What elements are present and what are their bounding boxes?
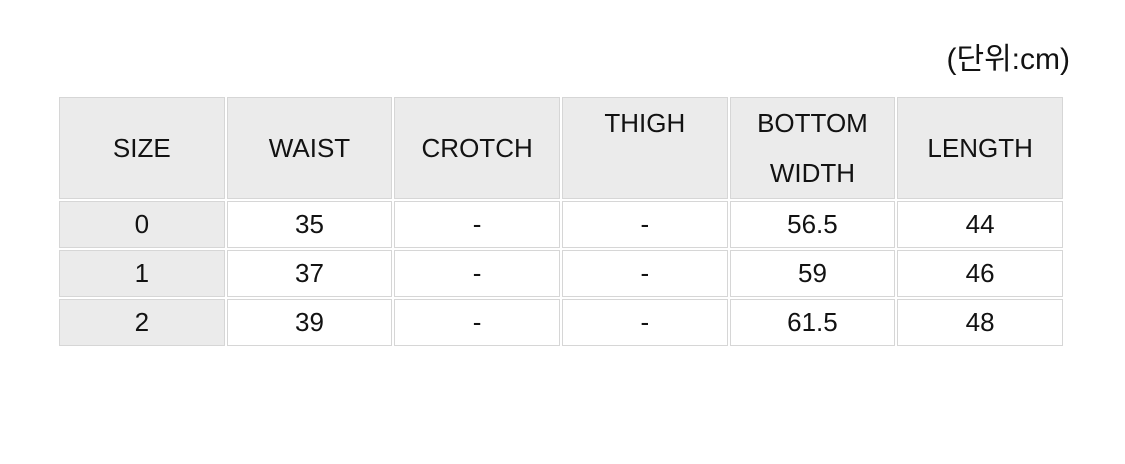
col-header-length: LENGTH — [897, 97, 1063, 199]
col-header-bottom-width-line1: BOTTOM — [757, 108, 868, 138]
cell-r2-thigh: - — [561, 299, 728, 346]
cell-r0-length: 44 — [897, 201, 1063, 248]
col-header-waist: WAIST — [226, 97, 393, 199]
table-row: 1 37 - - 59 46 — [59, 250, 1063, 297]
cell-r0-bottom-width: 56.5 — [729, 201, 896, 248]
col-header-size: SIZE — [59, 97, 225, 199]
cell-r1-waist: 37 — [226, 250, 393, 297]
table-row: 2 39 - - 61.5 48 — [59, 299, 1063, 346]
size-chart-body: 0 35 - - 56.5 44 1 37 - - 59 46 2 39 - -… — [59, 201, 1063, 346]
unit-label: (단위:cm) — [946, 43, 1070, 76]
cell-r0-crotch: - — [394, 201, 560, 248]
col-header-bottom-width: BOTTOM WIDTH — [729, 97, 896, 199]
cell-r0-size: 0 — [59, 201, 225, 248]
cell-r2-crotch: - — [394, 299, 560, 346]
size-chart-table: SIZE WAIST CROTCH THIGH BOTTOM WIDTH LEN… — [57, 95, 1065, 348]
cell-r2-waist: 39 — [226, 299, 393, 346]
cell-r1-length: 46 — [897, 250, 1063, 297]
col-header-bottom-width-line2: WIDTH — [769, 158, 856, 188]
header-row: SIZE WAIST CROTCH THIGH BOTTOM WIDTH LEN… — [59, 97, 1063, 199]
cell-r0-thigh: - — [561, 201, 728, 248]
cell-r1-crotch: - — [394, 250, 560, 297]
cell-r1-thigh: - — [561, 250, 728, 297]
cell-r0-waist: 35 — [226, 201, 393, 248]
cell-r1-bottom-width: 59 — [729, 250, 896, 297]
size-chart-header: SIZE WAIST CROTCH THIGH BOTTOM WIDTH LEN… — [59, 97, 1063, 199]
cell-r2-size: 2 — [59, 299, 225, 346]
col-header-thigh: THIGH — [561, 97, 728, 199]
cell-r2-length: 48 — [897, 299, 1063, 346]
cell-r1-size: 1 — [59, 250, 225, 297]
table-row: 0 35 - - 56.5 44 — [59, 201, 1063, 248]
col-header-crotch: CROTCH — [394, 97, 560, 199]
cell-r2-bottom-width: 61.5 — [729, 299, 896, 346]
